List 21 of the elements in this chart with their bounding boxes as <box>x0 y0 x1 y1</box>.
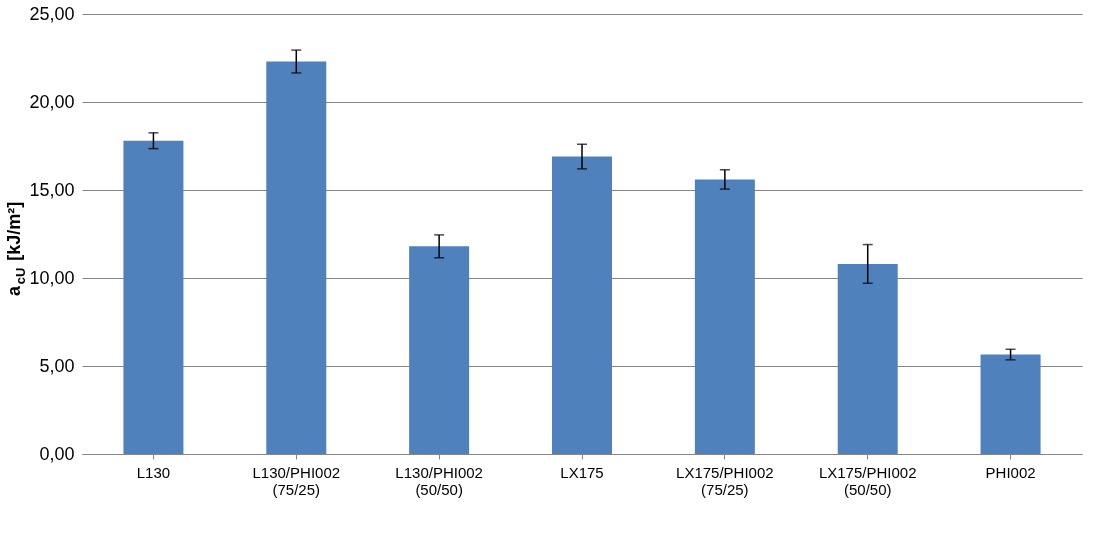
bar <box>266 61 327 454</box>
bar <box>837 263 898 454</box>
x-tick-label: LX175 <box>560 463 604 481</box>
y-axis-title: acU [kJ/m²] <box>4 201 28 297</box>
bar <box>694 179 755 454</box>
x-tick-label: L130 <box>136 463 171 481</box>
bar <box>123 140 184 454</box>
x-tick-label: LX175/PHI002 (50/50) <box>818 463 917 498</box>
bar <box>409 246 470 454</box>
x-tick-label: LX175/PHI002 (75/25) <box>676 463 774 498</box>
y-tick-label: 5,00 <box>39 355 75 376</box>
y-tick-label: 10,00 <box>29 267 75 288</box>
y-tick-label: 0,00 <box>39 443 75 464</box>
y-tick-label: 25,00 <box>29 3 75 24</box>
bar <box>552 156 612 454</box>
x-tick-label: L130/PHI002 (75/25) <box>252 463 341 498</box>
y-tick-label: 15,00 <box>29 179 75 200</box>
x-tick-label: L130/PHI002 (50/50) <box>395 463 483 498</box>
y-tick-label: 20,00 <box>29 91 75 112</box>
bar <box>980 354 1041 454</box>
x-tick-label: PHI002 <box>985 463 1036 481</box>
